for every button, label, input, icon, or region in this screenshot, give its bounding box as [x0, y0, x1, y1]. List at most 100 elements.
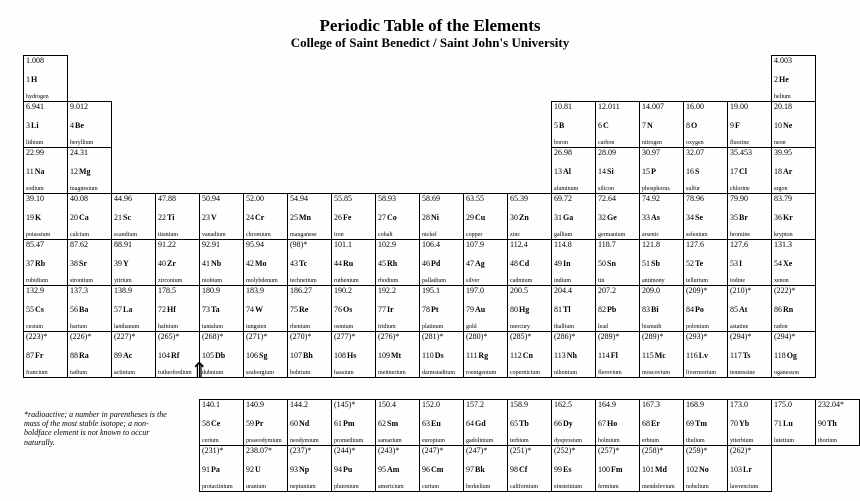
element-cell-Cf: (251)*98Cfcalifornium — [507, 445, 552, 492]
element-cell-Cl: 35.45317Clchlorine — [727, 147, 772, 194]
element-mass: 112.4 — [510, 241, 549, 249]
element-cell-At: (210)*85Atastatine — [727, 285, 772, 332]
element-name: tantalum — [202, 324, 241, 330]
element-cell-Ni: 10 VIII58.6928Ninickel — [419, 193, 464, 240]
element-name: moscovium — [642, 370, 681, 376]
element-mass: 178.5 — [158, 287, 197, 295]
element-cell-N: 15 VA14.0077Nnitrogen — [639, 101, 684, 148]
element-symbol: 83Bi — [642, 306, 681, 314]
element-symbol: 28Ni — [422, 214, 461, 222]
element-name: potassium — [26, 232, 65, 238]
element-mass: 52.00 — [246, 195, 285, 203]
element-name: polonium — [686, 324, 725, 330]
element-cell-Nb: 92.9141Nbniobium — [199, 239, 244, 286]
element-cell-Te: 127.652Tetellurium — [683, 239, 728, 286]
element-mass: 44.96 — [114, 195, 153, 203]
element-symbol: 77Ir — [378, 306, 417, 314]
element-name: neptunium — [290, 484, 329, 490]
element-mass: 101.1 — [334, 241, 373, 249]
element-symbol: 75Re — [290, 306, 329, 314]
element-cell-Al: 26.9813Alaluminum — [551, 147, 596, 194]
element-name: silicon — [598, 186, 637, 192]
element-name: samarium — [378, 438, 417, 444]
element-mass: 65.39 — [510, 195, 549, 203]
element-mass: 16.00 — [686, 103, 725, 111]
element-mass: (222)* — [774, 287, 813, 295]
element-cell-Na: 22.9911Nasodium — [23, 147, 68, 194]
element-mass: 157.2 — [466, 401, 505, 409]
element-symbol: 38Sr — [70, 260, 109, 268]
element-name: lead — [598, 324, 637, 330]
element-mass: 132.9 — [26, 287, 65, 295]
element-cell-Re: 186.2775Rerhenium — [287, 285, 332, 332]
element-symbol: 60Nd — [290, 420, 329, 428]
element-name: niobium — [202, 278, 241, 284]
element-name: osmium — [334, 324, 373, 330]
element-name: dysprosium — [554, 438, 593, 444]
element-name: curium — [422, 484, 461, 490]
element-symbol: 26Fe — [334, 214, 373, 222]
element-mass: 12.011 — [598, 103, 637, 111]
element-name: oxygen — [686, 140, 725, 146]
element-cell-Og: (294)*118Ogoganesson — [771, 331, 816, 378]
element-symbol: 12Mg — [70, 168, 109, 176]
element-mass: 238.07* — [246, 447, 285, 455]
element-symbol: 108Hs — [334, 352, 373, 360]
element-cell-Mt: (276)*109Mtmeitnerium — [375, 331, 420, 378]
element-mass: 95.94 — [246, 241, 285, 249]
element-cell-Ru: 101.144Ruruthenium — [331, 239, 376, 286]
element-name: copernicium — [510, 370, 549, 376]
element-symbol: 70Yb — [730, 420, 769, 428]
element-name: oganesson — [774, 370, 813, 376]
element-symbol: 4Be — [70, 122, 109, 130]
element-mass: (289)* — [598, 333, 637, 341]
element-symbol: 118Og — [774, 352, 813, 360]
element-name: scandium — [114, 232, 153, 238]
element-cell-Pt: 195.178Ptplatinum — [419, 285, 464, 332]
element-symbol: 42Mo — [246, 260, 285, 268]
element-cell-Cu: 11 IB63.5529Cucopper — [463, 193, 508, 240]
element-name: californium — [510, 484, 549, 490]
element-name: chlorine — [730, 186, 769, 192]
element-mass: (237)* — [290, 447, 329, 455]
element-name: livermorium — [686, 370, 725, 376]
element-symbol: 100Fm — [598, 466, 637, 474]
element-symbol: 76Os — [334, 306, 373, 314]
element-cell-Rn: (222)*86Rnradon — [771, 285, 816, 332]
element-name: plutonium — [334, 484, 373, 490]
element-mass: 102.9 — [378, 241, 417, 249]
element-cell-Bh: (270)*107Bhbohrium — [287, 331, 332, 378]
element-symbol: 5B — [554, 122, 593, 130]
element-cell-Br: 79.9035Brbromine — [727, 193, 772, 240]
element-name: selenium — [686, 232, 725, 238]
element-name: arsenic — [642, 232, 681, 238]
element-symbol: 19K — [26, 214, 65, 222]
element-symbol: 109Mt — [378, 352, 417, 360]
element-cell-Co: 9 VIII58.9327Cocobalt — [375, 193, 420, 240]
element-mass: 197.0 — [466, 287, 505, 295]
element-cell-Ge: 72.6432Gegermanium — [595, 193, 640, 240]
element-mass: 79.90 — [730, 195, 769, 203]
element-mass: 40.08 — [70, 195, 109, 203]
element-cell-Hg: 200.580Hgmercury — [507, 285, 552, 332]
element-mass: 207.2 — [598, 287, 637, 295]
element-cell-Gd: 157.264Gdgadolinium — [463, 399, 508, 446]
element-mass: (223)* — [26, 333, 65, 341]
element-symbol: 51Sb — [642, 260, 681, 268]
element-mass: 69.72 — [554, 195, 593, 203]
element-cell-Bi: 209.083Bibismuth — [639, 285, 684, 332]
element-mass: (247)* — [466, 447, 505, 455]
element-mass: 30.97 — [642, 149, 681, 157]
element-mass: (286)* — [554, 333, 593, 341]
element-cell-Pa: (231)*91Paprotactinium — [199, 445, 244, 492]
element-cell-Yb: 173.070Ybytterbium — [727, 399, 772, 446]
periodic-table-main: 1 IA1.0081Hhydrogen18 VIIIA4.0032Heheliu… — [24, 56, 840, 378]
element-mass: (294)* — [730, 333, 769, 341]
element-mass: 195.1 — [422, 287, 461, 295]
element-mass: 72.64 — [598, 195, 637, 203]
element-symbol: 58Ce — [202, 420, 241, 428]
element-symbol: 73Ta — [202, 306, 241, 314]
element-cell-Nd: 144.260Ndneodymium — [287, 399, 332, 446]
element-symbol: 40Zr — [158, 260, 197, 268]
element-cell-Sn: 118.750Sntin — [595, 239, 640, 286]
